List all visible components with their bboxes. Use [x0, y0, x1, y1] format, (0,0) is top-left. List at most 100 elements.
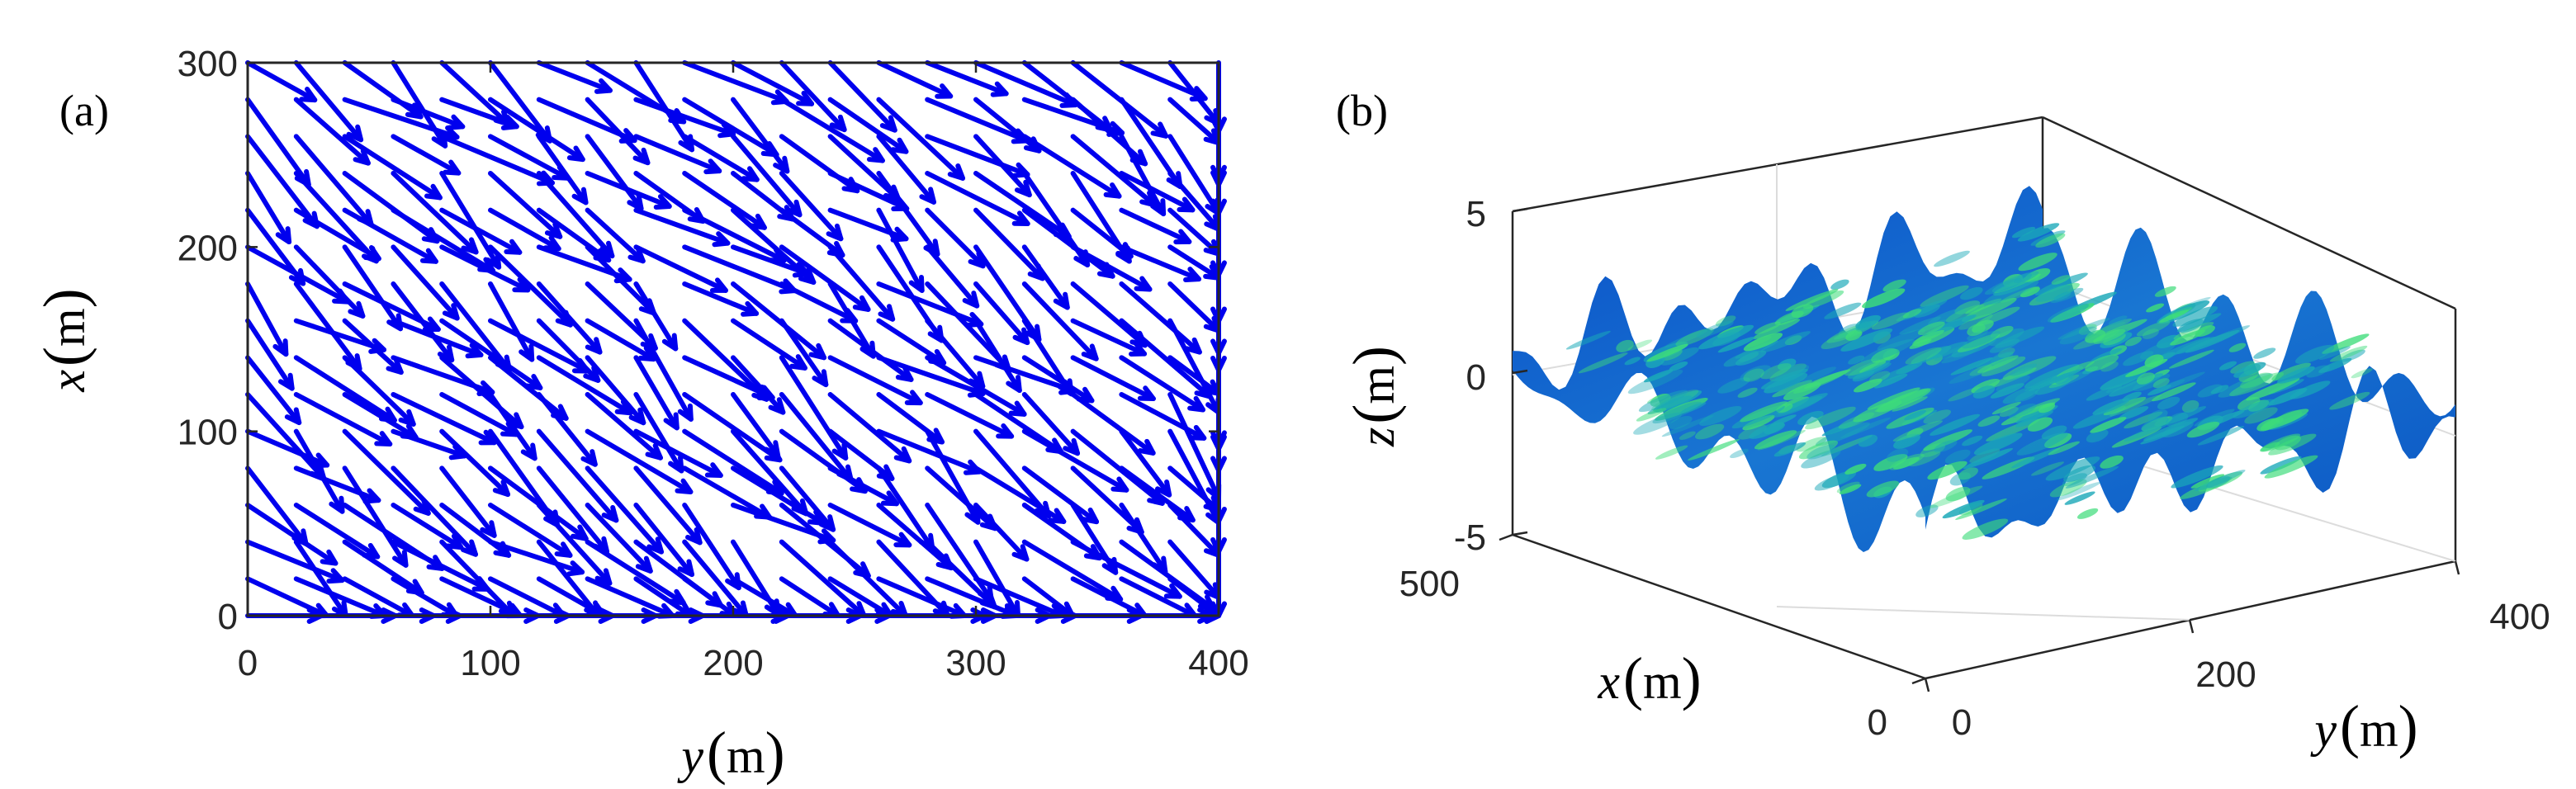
- quiver-arrow: [731, 134, 803, 218]
- quiver-arrow: [731, 281, 827, 361]
- surface-streak: [2322, 333, 2370, 354]
- surface-streak: [1871, 312, 1910, 330]
- quiver-arrow: [342, 244, 404, 332]
- quiver-arrow: [1021, 60, 1114, 133]
- surface-streak: [1652, 401, 1702, 424]
- surface-streak: [2020, 286, 2040, 298]
- surface-streak: [2008, 403, 2037, 418]
- surface-streak: [1991, 401, 2021, 415]
- quiver-arrow: [245, 97, 311, 187]
- surface-streak: [1958, 314, 1993, 330]
- surface-streak: [1796, 437, 1827, 452]
- surface-streak: [2103, 333, 2126, 346]
- surface-streak: [2351, 368, 2373, 379]
- quiver-arrow: [1021, 539, 1124, 602]
- quiver-arrow: [827, 428, 895, 481]
- y-tick-label: 100: [178, 413, 238, 453]
- surface-streak: [1845, 329, 1863, 341]
- quiver-arrow: [779, 392, 854, 483]
- surface-streak: [2086, 385, 2123, 401]
- surface-streak: [1990, 383, 2024, 399]
- surface-streak: [1815, 422, 1870, 446]
- surface-streak: [1915, 504, 1939, 517]
- surface-streak: [1740, 365, 1771, 382]
- quiver-arrow: [488, 281, 535, 362]
- surface-streak: [1753, 319, 1801, 339]
- panel-b-tickmarks: [1499, 207, 2460, 692]
- quiver-arrow: [1070, 60, 1169, 139]
- quiver-arrow: [391, 281, 455, 363]
- quiver-arrow: [779, 134, 860, 194]
- surface-streak: [1899, 316, 1941, 335]
- surface-streak: [1679, 402, 1707, 414]
- x-tick-label: 200: [703, 643, 763, 683]
- panel-b-zlabel-unit: m: [1350, 366, 1404, 404]
- surface-streak: [1742, 414, 1775, 431]
- surface-streak: [2170, 329, 2206, 346]
- quiver-arrow: [536, 171, 615, 259]
- surface-streak: [1905, 347, 1942, 365]
- quiver-arrow: [925, 171, 1030, 227]
- quiver-arrow: [536, 60, 613, 94]
- panel-a-xlabel-var: y: [676, 729, 703, 783]
- quiver-arrow: [536, 318, 601, 383]
- surface-streak: [1633, 412, 1683, 435]
- quiver-arrow: [391, 465, 479, 557]
- quiver-arrow: [731, 539, 781, 617]
- quiver-arrow: [682, 60, 789, 106]
- z-tick-label: 5: [1466, 194, 1486, 234]
- surface-streak: [1735, 350, 1767, 366]
- quiver-arrow: [391, 171, 479, 255]
- surface-streak: [1969, 365, 1993, 376]
- y-tick-label: 400: [2489, 597, 2550, 637]
- surface-streak: [1699, 405, 1742, 427]
- surface-streak: [1948, 387, 1981, 402]
- quiver-arrow: [779, 355, 849, 461]
- surface-streak: [2100, 455, 2124, 469]
- quiver-arrow: [439, 134, 555, 187]
- surface-streak: [1770, 414, 1797, 427]
- surface-streak: [2064, 491, 2095, 505]
- surface-streak: [1627, 339, 1653, 351]
- panel-a-ylabel-var: x: [40, 370, 95, 393]
- quiver-arrow: [488, 207, 561, 252]
- surface-streak: [2057, 318, 2110, 340]
- panel-b-ticklabels: 5 0 -5 500 0 0 200 400: [1399, 194, 2550, 743]
- quiver-arrow: [439, 355, 524, 430]
- quiver-arrow: [633, 503, 695, 578]
- quiver-arrow: [293, 97, 371, 166]
- surface-streak: [1933, 440, 1958, 453]
- quiver-arrow: [973, 134, 1032, 198]
- quiver-arrow: [1021, 134, 1122, 199]
- surface-streak: [2151, 382, 2196, 402]
- x-tick-label: 400: [1188, 643, 1248, 683]
- surface-streak: [1859, 361, 1887, 373]
- quiver-arrow: [876, 97, 966, 181]
- quiver-arrow: [439, 428, 511, 498]
- surface-streak: [1616, 339, 1634, 352]
- surface-streak: [1636, 408, 1667, 422]
- surface-streak: [2171, 465, 2223, 489]
- quiver-arrow: [488, 97, 585, 163]
- quiver-arrow: [633, 465, 703, 546]
- surface-streak: [2086, 429, 2109, 443]
- quiver-arrow: [488, 503, 573, 558]
- surface-streak: [1646, 343, 1688, 362]
- quiver-arrow: [585, 392, 663, 461]
- surface-streak: [1944, 449, 1971, 464]
- surface-streak: [2090, 417, 2127, 433]
- z-tick-mark: [1512, 369, 1528, 375]
- surface-streak: [2103, 396, 2147, 416]
- surface-streak: [1679, 431, 1696, 440]
- quiver-arrow: [731, 60, 815, 106]
- quiver-arrow: [1021, 355, 1095, 404]
- surface-streak: [2177, 319, 2204, 333]
- quiver-arrow: [245, 392, 327, 481]
- quiver-arrow: [439, 503, 512, 558]
- surface-streak: [1646, 393, 1669, 404]
- surface-streak: [2218, 361, 2237, 371]
- quiver-arrow: [391, 503, 464, 550]
- quiver-arrow: [925, 244, 980, 309]
- quiver-arrow: [973, 207, 1045, 281]
- y-tick-label: 0: [1952, 702, 1972, 743]
